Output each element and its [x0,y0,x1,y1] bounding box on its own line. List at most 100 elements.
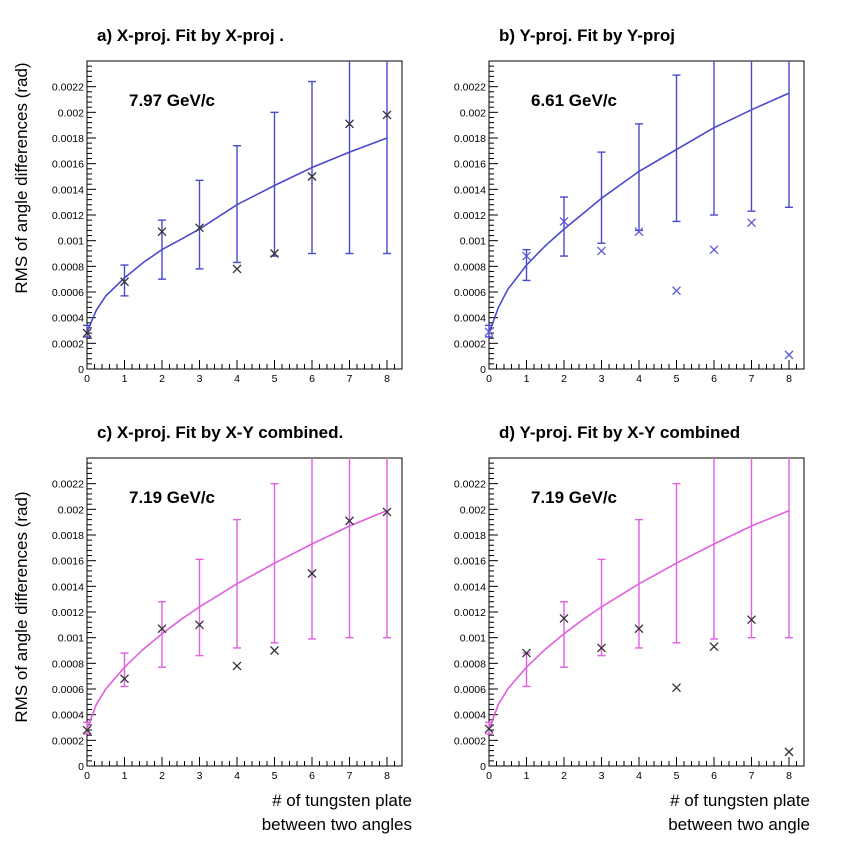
marker-stroke-2 [634,227,644,237]
error-bar [560,196,568,257]
error-bar [120,652,129,688]
error-bar [747,61,756,212]
measured-point [709,642,719,652]
marker-stroke-2 [597,246,606,256]
x-tick-label: 6 [711,373,717,385]
error-bar [747,458,756,639]
x-tick-label: 5 [272,770,278,782]
panel-title: d) Y-proj. Fit by X-Y combined [499,423,740,442]
measured-point [597,643,606,653]
y-tick-label: 0.001 [460,236,486,248]
marker-stroke-2 [672,286,681,296]
y-tick-label: 0.0014 [52,184,84,196]
y-tick-label: 0.0012 [52,210,84,222]
y-tick-label: 0.0014 [454,184,486,196]
marker-stroke-2 [382,507,392,517]
measured-point [709,245,719,255]
marker-stroke-2 [82,328,92,338]
y-tick-label: 0.0004 [454,710,486,722]
measured-point [232,264,242,274]
y-tick-label: 0.0006 [52,684,84,696]
y-axis-title-top: RMS of angle differences (rad) [12,62,31,293]
x-tick-label: 0 [84,770,90,782]
x-tick-label: 1 [122,373,128,385]
y-tick-label: 0.0002 [52,338,84,350]
measured-point [634,624,644,634]
x-tick-label: 3 [599,770,605,782]
y-tick-label: 0.0016 [52,556,84,568]
x-tick-label: 3 [599,373,605,385]
measured-point [157,624,167,634]
panels: a) X-proj. Fit by X-proj . 7.97 GeV/c 0 0.0… [52,26,805,782]
measured-point [382,507,392,517]
measured-point [232,661,242,671]
measured-point [559,216,569,226]
error-bar [635,123,643,232]
marker-stroke-2 [157,624,167,634]
marker-stroke-2 [382,110,392,120]
x-tick-label: 8 [786,373,792,385]
panel-c: c) X-proj. Fit by X-Y combined. 7.19 GeV/… [52,423,403,782]
x-tick-label: 3 [197,770,203,782]
error-bar [120,264,129,297]
x-tick-label: 1 [524,770,530,782]
y-tick-label: 0.0012 [454,210,486,222]
panel-b: b) Y-proj. Fit by Y-proj 6.61 GeV/c 0 0.000… [454,26,805,385]
panel-title: b) Y-proj. Fit by Y-proj [499,26,675,45]
x-tick-label: 8 [384,373,390,385]
x-tick-label: 2 [561,770,567,782]
x-tick-label: 4 [636,373,642,385]
y-tick-label: 0.0002 [52,735,84,747]
marker-stroke-2 [195,223,204,233]
y-tick-label: 0.0018 [454,133,486,145]
y-tick-label: 0.001 [460,633,486,645]
y-tick-label: 0.0004 [454,313,486,325]
marker-stroke-2 [747,615,756,625]
y-tick-label: 0.0002 [454,735,486,747]
measured-point [382,110,392,120]
marker-stroke-2 [307,172,317,181]
marker-stroke-2 [345,119,354,129]
marker-stroke-2 [120,674,129,684]
marker-stroke-2 [345,516,354,526]
measured-point [120,277,129,287]
y-tick-label: 0.0022 [52,82,84,94]
measured-point [484,327,494,337]
y-tick-label: 0.0006 [454,287,486,299]
measured-point [484,724,494,734]
y-tick-label: 0.002 [460,504,486,516]
momentum-annotation: 7.19 GeV/c [531,488,617,507]
measured-point [597,246,606,256]
panel-title: a) X-proj. Fit by X-proj . [97,26,284,45]
y-tick-label: 0.0014 [52,581,84,593]
x-tick-label: 1 [122,770,128,782]
y-tick-label: 0.0022 [454,82,486,94]
x-axis-title-left: # of tungsten plate between two angles [262,791,412,834]
y-tick-label: 0.0022 [454,479,486,491]
x-tick-label: 7 [347,373,353,385]
x-tick-label: 5 [674,373,680,385]
y-axis-title: RMS of angle differences (rad) [12,62,31,293]
marker-stroke-2 [232,661,242,671]
marker-stroke-2 [157,227,167,237]
measured-point [522,648,531,658]
x-tick-label: 8 [786,770,792,782]
measured-point [345,516,354,526]
x-tick-label: 2 [561,373,567,385]
panel-title: c) X-proj. Fit by X-Y combined. [97,423,343,442]
marker-stroke-2 [484,327,494,337]
measured-point [195,223,204,233]
measured-point [270,646,279,655]
x-axis-title-line-1: # of tungsten plate [272,791,412,810]
measured-point [672,683,681,693]
y-tick-label: 0.0004 [52,710,84,722]
marker-stroke-2 [747,218,756,228]
measured-point [157,227,167,237]
y-tick-label: 0.002 [460,107,486,119]
x-tick-label: 0 [486,770,492,782]
y-tick-label: 0.001 [58,236,84,248]
x-tick-label: 7 [749,770,755,782]
measured-point [784,350,794,360]
x-axis-title-line-2: between two angle [668,815,810,834]
